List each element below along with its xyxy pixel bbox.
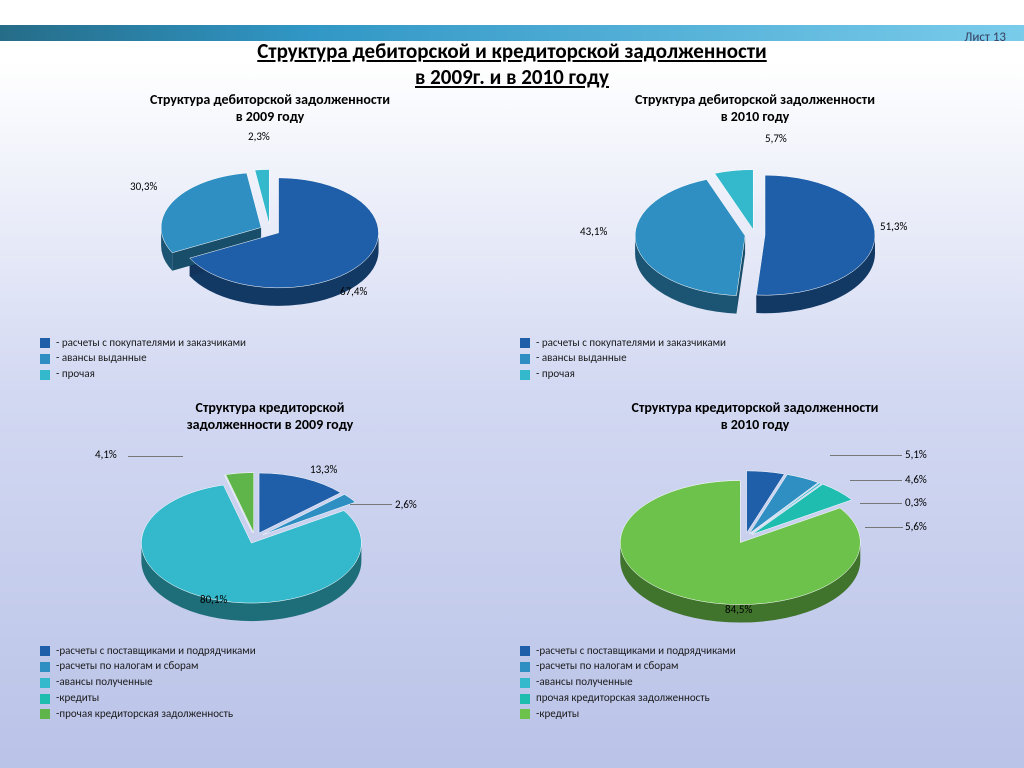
leader-line xyxy=(850,480,902,481)
legend-label: прочая кредиторская задолженность xyxy=(536,691,710,706)
legend: -расчеты с поставщиками и подрядчиками-р… xyxy=(520,644,990,722)
legend-item: -авансы полученные xyxy=(520,675,990,690)
legend-swatch xyxy=(520,646,530,656)
slice-label: 67,4% xyxy=(340,285,367,298)
legend-label: -расчеты с поставщиками и подрядчиками xyxy=(56,644,256,659)
slice-label: 2,3% xyxy=(248,130,270,143)
legend-item: - авансы выданные xyxy=(520,351,990,366)
legend-swatch xyxy=(40,678,50,688)
legend-swatch xyxy=(520,354,530,364)
leader-line xyxy=(830,455,902,456)
slice-label: 84,5% xyxy=(725,603,752,616)
legend-label: -авансы полученные xyxy=(56,675,153,690)
pie-canvas: 13,3% 2,6% 80,1% 4,1% xyxy=(40,438,500,638)
legend-label: -авансы полученные xyxy=(536,675,633,690)
legend-swatch xyxy=(520,338,530,348)
legend-item: -расчеты с поставщиками и подрядчиками xyxy=(520,644,990,659)
slice-label: 5,1% xyxy=(905,448,927,461)
slice-label: 2,6% xyxy=(395,498,417,511)
legend-item: - прочая xyxy=(40,367,500,382)
legend-swatch xyxy=(520,370,530,380)
chart-credit-2010: Структура кредиторской задолженности в 2… xyxy=(520,400,990,745)
legend-label: - авансы выданные xyxy=(536,351,627,366)
chart-debit-2010: Структура дебиторской задолженности в 20… xyxy=(520,92,990,392)
legend-item: -расчеты по налогам и сборам xyxy=(520,659,990,674)
legend-swatch xyxy=(40,662,50,672)
slice-label: 4,1% xyxy=(95,448,117,461)
slice-label: 80,1% xyxy=(200,593,227,606)
slice-label: 30,3% xyxy=(130,180,157,193)
pie-svg xyxy=(520,438,990,638)
legend-item: - расчеты с покупателями и заказчиками xyxy=(520,336,990,351)
legend-item: - авансы выданные xyxy=(40,351,500,366)
pie-svg xyxy=(40,438,500,638)
slice-label: 13,3% xyxy=(310,463,337,476)
legend-item: прочая кредиторская задолженность xyxy=(520,691,990,706)
chart-title: Структура дебиторской задолженности в 20… xyxy=(520,92,990,126)
chart-title: Структура кредиторской задолженности в 2… xyxy=(40,400,500,434)
chart-debit-2009: Структура дебиторской задолженности в 20… xyxy=(40,92,500,392)
legend-label: -кредиты xyxy=(536,707,579,722)
legend-item: -авансы полученные xyxy=(40,675,500,690)
legend-item: - прочая xyxy=(520,367,990,382)
slice-label: 4,6% xyxy=(905,473,927,486)
main-title-line2: в 2009г. и в 2010 году xyxy=(415,64,609,90)
legend: -расчеты с поставщиками и подрядчиками-р… xyxy=(40,644,500,722)
legend-swatch xyxy=(40,338,50,348)
legend-item: -расчеты с поставщиками и подрядчиками xyxy=(40,644,500,659)
legend-label: -кредиты xyxy=(56,691,99,706)
legend-label: - прочая xyxy=(536,367,575,382)
legend-swatch xyxy=(40,646,50,656)
leader-line xyxy=(128,456,183,457)
legend-swatch xyxy=(520,694,530,704)
pie-canvas: 51,3% 43,1% 5,7% xyxy=(520,130,990,330)
legend-item: - расчеты с покупателями и заказчиками xyxy=(40,336,500,351)
legend-label: - авансы выданные xyxy=(56,351,147,366)
legend-label: -расчеты по налогам и сборам xyxy=(56,659,199,674)
slice-label: 51,3% xyxy=(880,220,907,233)
legend-swatch xyxy=(40,354,50,364)
slide: Лист 13 Структура дебиторской и кредитор… xyxy=(0,0,1024,768)
pie-canvas: 67,4% 30,3% 2,3% xyxy=(40,130,500,330)
slice-label: 0,3% xyxy=(905,496,927,509)
legend-item: -кредиты xyxy=(520,707,990,722)
pie-canvas: 5,1% 4,6% 0,3% 5,6% 84,5% xyxy=(520,438,990,638)
leader-line xyxy=(860,503,902,504)
slice-label: 5,7% xyxy=(765,132,787,145)
legend-label: - расчеты с покупателями и заказчиками xyxy=(536,336,726,351)
chart-title: Структура кредиторской задолженности в 2… xyxy=(520,400,990,434)
legend-swatch xyxy=(40,370,50,380)
legend-swatch xyxy=(40,709,50,719)
legend-label: - прочая xyxy=(56,367,95,382)
legend-label: -прочая кредиторская задолженность xyxy=(56,707,233,722)
chart-credit-2009: Структура кредиторской задолженности в 2… xyxy=(40,400,500,745)
legend-item: -кредиты xyxy=(40,691,500,706)
legend-swatch xyxy=(520,709,530,719)
legend-swatch xyxy=(520,662,530,672)
legend-label: -расчеты с поставщиками и подрядчиками xyxy=(536,644,736,659)
legend-item: -расчеты по налогам и сборам xyxy=(40,659,500,674)
slice-label: 5,6% xyxy=(905,520,927,533)
legend-swatch xyxy=(520,678,530,688)
legend: - расчеты с покупателями и заказчиками- … xyxy=(520,336,990,383)
leader-line xyxy=(865,527,903,528)
slice-label: 43,1% xyxy=(580,225,607,238)
legend-label: - расчеты с покупателями и заказчиками xyxy=(56,336,246,351)
legend-item: -прочая кредиторская задолженность xyxy=(40,707,500,722)
legend-label: -расчеты по налогам и сборам xyxy=(536,659,679,674)
legend: - расчеты с покупателями и заказчиками- … xyxy=(40,336,500,383)
main-title: Структура дебиторской и кредиторской зад… xyxy=(0,38,1024,91)
pie-svg xyxy=(40,130,500,330)
leader-line xyxy=(350,504,392,505)
legend-swatch xyxy=(40,694,50,704)
main-title-line1: Структура дебиторской и кредиторской зад… xyxy=(257,38,766,64)
chart-title: Структура дебиторской задолженности в 20… xyxy=(40,92,500,126)
